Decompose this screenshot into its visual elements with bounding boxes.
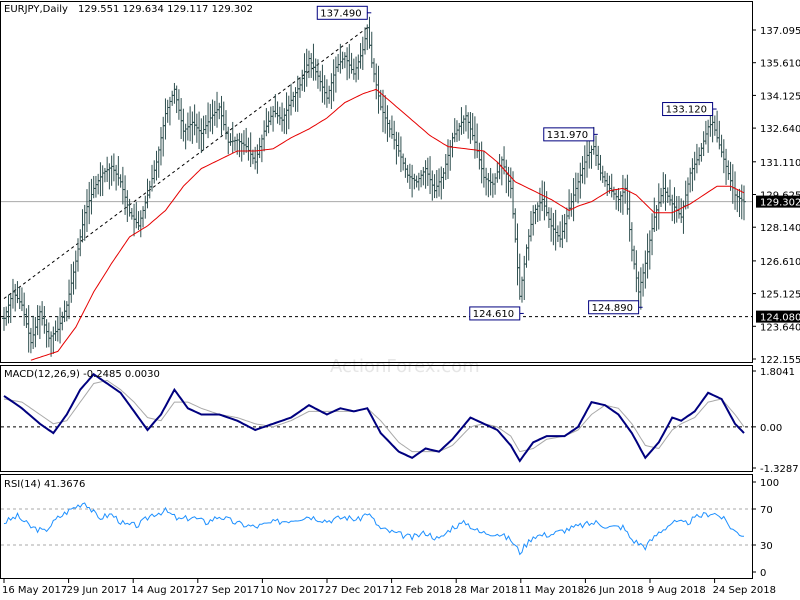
price-panel: ActionForex.com 137.490 133.120 131.970 124… [0,1,800,377]
x-tick-label: 9 Aug 2018 [648,585,706,596]
x-tick-label: 12 Feb 2018 [390,585,452,596]
price-bar [742,185,746,221]
x-tick-label: 14 Aug 2017 [131,585,195,596]
support-label: 124.080 [760,313,800,324]
price-label-box [469,306,521,321]
price-label-text: 137.490 [320,8,361,19]
x-tick-label: 27 Sep 2017 [196,585,259,596]
moving-average-line [30,88,745,361]
price-label-124-890: 124.890 [588,300,643,315]
x-tick-label: 16 May 2017 [2,585,67,596]
header-ohlc: 129.551 129.634 129.117 129.302 [78,4,253,15]
rsi-y-tick-label: 70 [760,505,773,516]
rsi-line [3,502,745,556]
rsi-y-axis: 100 70 30 0 [752,478,779,579]
x-tick-label: 24 Sep 2018 [713,585,776,596]
price-y-tick-label: 132.640 [760,124,800,135]
price-content: 137.490 133.120 131.970 124.610 124.890 [1,5,752,361]
x-tick-label: 10 Nov 2017 [260,585,324,596]
macd-signal-line [3,379,745,453]
rsi-y-tick-label: 30 [760,541,773,552]
macd-frame [0,365,753,472]
price-y-tick-label: 134.125 [760,91,800,102]
macd-y-tick-label: 1.8041 [760,367,795,378]
price-label-text: 133.120 [666,105,707,116]
price-y-tick-label: 137.095 [760,26,800,37]
x-tick-label: 11 May 2018 [519,585,584,596]
x-tick-label: 27 Dec 2017 [325,585,389,596]
price-label-box [316,5,368,20]
price-label-124-610: 124.610 [469,306,524,321]
price-label-text: 124.890 [592,303,633,314]
price-y-tick-label: 125.125 [760,290,800,301]
price-label-text: 131.970 [547,130,588,141]
support-label-box [756,310,800,323]
price-y-tick-label: 131.110 [760,158,800,169]
x-tick-label: 29 Jun 2017 [67,585,127,596]
price-y-tick-label: 128.140 [760,223,800,234]
watermark: ActionForex.com [330,356,480,377]
price-label-box [543,127,595,142]
rsi-y-tick-label: 100 [760,478,779,489]
macd-y-tick-label: -1.3287 [760,464,799,475]
price-frame [0,1,753,363]
price-y-axis: 137.095135.610134.125132.640131.110129.6… [752,26,800,366]
price-y-tick-label: 135.610 [760,59,800,70]
price-label-box [588,300,640,315]
x-axis: 16 May 2017 29 Jun 2017 14 Aug 2017 27 Sep … [2,579,776,596]
macd-line [3,372,745,463]
price-label-text: 124.610 [473,309,514,320]
price-label-131-970: 131.970 [543,127,598,142]
macd-y-tick-label: 0.00 [760,423,782,434]
price-y-tick-label: 126.610 [760,257,800,268]
current-price-box [756,195,800,208]
rsi-frame [0,474,753,579]
rsi-panel: 100 70 30 0 RSI(14) 41.3676 [0,474,779,579]
rsi-content [1,502,752,556]
macd-title: MACD(12,26,9) -0.2485 0.0030 [4,369,160,380]
price-y-tick-label: 122.155 [760,355,800,366]
macd-content [1,372,752,463]
price-label-133-120: 133.120 [662,102,717,117]
rsi-title: RSI(14) 41.3676 [4,479,85,490]
x-tick-label: 26 Jun 2018 [583,585,643,596]
header-symbol: EURJPY,Daily [4,4,68,15]
macd-y-axis: 1.8041 0.00 -1.3287 [752,367,799,475]
price-label-137-490: 137.490 [316,5,372,20]
macd-panel: 1.8041 0.00 -1.3287 MACD(12,26,9) -0.2485 … [0,365,799,475]
x-tick-label: 28 Mar 2018 [454,585,517,596]
current-price-label: 129.302 [760,198,800,209]
rsi-y-tick-label: 0 [760,568,766,579]
price-y-tick-label: 123.640 [760,322,800,333]
price-label-box [662,102,714,117]
